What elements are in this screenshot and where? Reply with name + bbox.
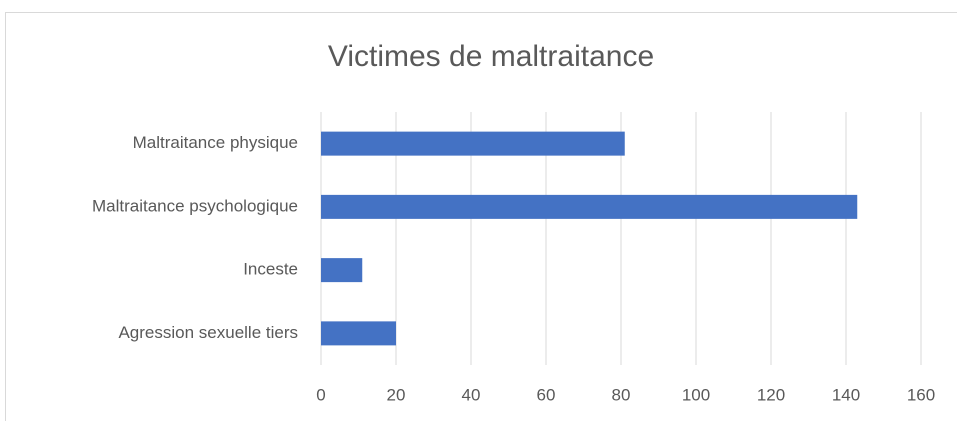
x-tick-label: 40 xyxy=(462,385,481,404)
x-tick-label: 160 xyxy=(907,385,935,404)
x-tick-label: 80 xyxy=(612,385,631,404)
x-tick-label: 120 xyxy=(757,385,785,404)
bar xyxy=(321,131,625,156)
chart-border xyxy=(5,12,957,421)
x-tick-label: 100 xyxy=(682,385,710,404)
y-tick-label: Inceste xyxy=(243,260,298,279)
bar xyxy=(321,321,396,346)
y-tick-label: Maltraitance psychologique xyxy=(92,196,298,215)
bar xyxy=(321,194,858,219)
x-tick-label: 20 xyxy=(387,385,406,404)
x-tick-label: 0 xyxy=(316,385,325,404)
chart-title: Victimes de maltraitance xyxy=(328,40,654,73)
bar xyxy=(321,258,363,283)
y-tick-label: Agression sexuelle tiers xyxy=(118,323,298,342)
x-tick-label: 60 xyxy=(537,385,556,404)
y-tick-label: Maltraitance physique xyxy=(133,133,298,152)
x-tick-label: 140 xyxy=(832,385,860,404)
